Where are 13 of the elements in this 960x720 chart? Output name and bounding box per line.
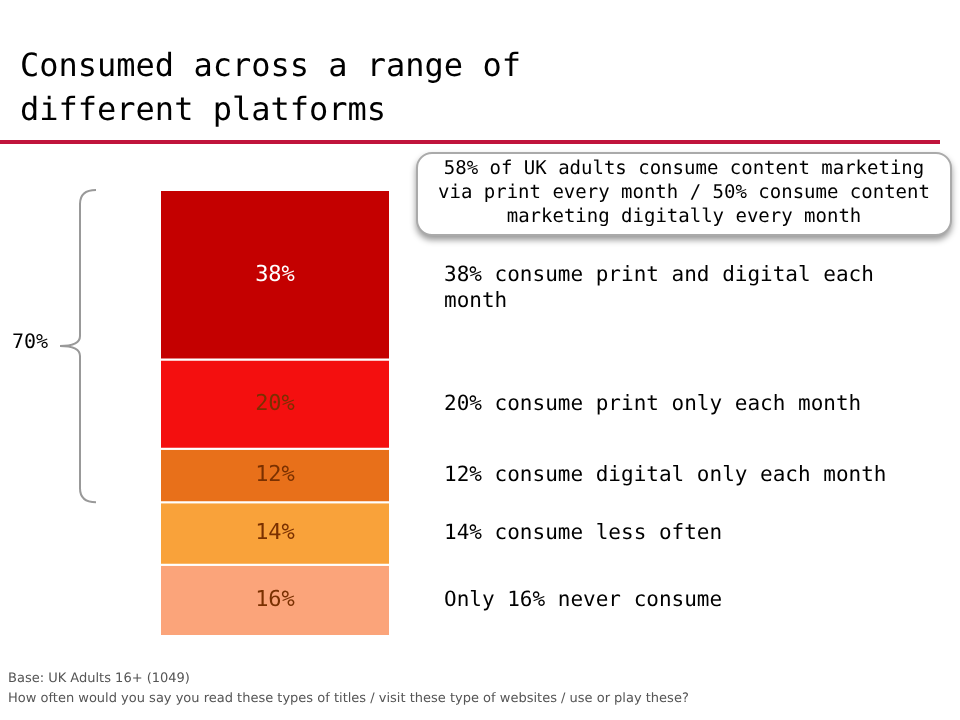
data-label: 14%: [255, 519, 296, 546]
data-label: 20%: [255, 390, 296, 417]
text: 58% of UK adults consume content marketing via print every month / 50% consume content marketing digitally every month: [416, 152, 952, 236]
chart-title: Consumed across a range of different platforms: [20, 44, 523, 132]
text: Only 16% never consume: [444, 588, 723, 613]
data-label: 38%: [255, 260, 296, 287]
data-label: 16%: [255, 586, 296, 613]
text: 14% consume less often: [444, 521, 723, 546]
data-label: 12%: [255, 461, 296, 488]
text: 70%: [12, 332, 49, 355]
text: 38% consume print and digital each month: [444, 262, 874, 313]
text: 20% consume print only each month: [444, 392, 862, 417]
text: 12% consume digital only each month: [444, 463, 887, 488]
